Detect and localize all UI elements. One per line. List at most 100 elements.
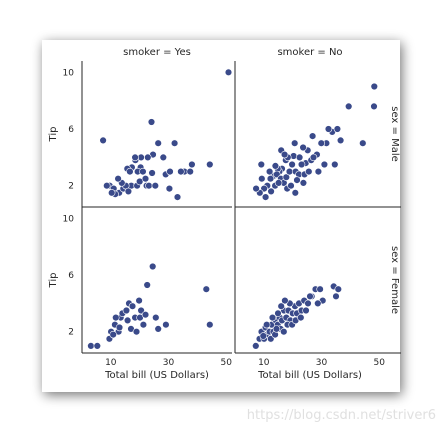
panel-r0-c1: smoker = No sex = Male [234, 47, 401, 208]
scatter-point [295, 153, 304, 162]
x-tick-label: 10 [105, 358, 117, 368]
scatter-point [126, 167, 134, 176]
scatter-point [309, 153, 318, 162]
scatter-point [288, 160, 296, 169]
scatter-point [359, 139, 367, 147]
scatter-point [287, 182, 295, 190]
scatter-point [308, 132, 317, 140]
scatter-point [112, 313, 120, 322]
x-tick-label: 10 [258, 358, 270, 368]
scatter-point [122, 306, 131, 315]
scatter-point [271, 162, 280, 170]
scatter-point [332, 292, 340, 300]
scatter-point [87, 342, 95, 350]
scatter-point [274, 179, 283, 187]
scatter-point [123, 316, 132, 325]
x-axis-label: Total bill (US Dollars) [104, 370, 209, 381]
scatter-point [128, 302, 137, 310]
scatter-point [149, 262, 157, 271]
y-axis-label: Tip [48, 273, 59, 289]
column-title: smoker = No [277, 47, 342, 58]
y-tick-label: 2 [68, 182, 74, 192]
x-tick-label: 50 [220, 358, 232, 368]
y-tick-label: 6 [68, 125, 74, 135]
scatter-point [109, 330, 117, 339]
scatter-point [258, 175, 266, 183]
scatter-point [147, 118, 156, 126]
scatter-point [345, 102, 353, 111]
x-axis-label: Total bill (US Dollars) [257, 370, 362, 381]
scatter-point [162, 321, 170, 329]
scatter-point [299, 179, 308, 187]
scatter-point [224, 68, 233, 77]
scatter-point [154, 325, 162, 333]
scatter-point [114, 175, 122, 183]
watermark: https://blog.csdn.net/striver6 [247, 408, 436, 423]
scatter-point [252, 342, 260, 350]
scatter-point [141, 311, 150, 319]
scatter-point [293, 176, 301, 184]
scatter-point [320, 160, 329, 169]
scatter-point [297, 160, 306, 169]
scatter-point [306, 292, 314, 300]
scatter-point [267, 187, 275, 196]
scatter-point [132, 328, 141, 336]
scatter-point [139, 321, 148, 329]
scatter-point [154, 139, 162, 147]
scatter-point [297, 313, 305, 322]
scatter-point [263, 321, 271, 329]
scatter-point [252, 184, 260, 193]
scatter-point [291, 139, 299, 147]
scatter-point [281, 296, 289, 305]
row-title: sex = Male [389, 106, 400, 162]
scatter-point [302, 306, 310, 315]
scatter-point [145, 182, 153, 190]
scatter-point [370, 82, 378, 91]
scatter-point [177, 167, 185, 176]
scatter-point [314, 299, 322, 308]
y-tick-label: 10 [63, 214, 75, 224]
scatter-point [261, 193, 270, 201]
scatter-point [265, 167, 274, 176]
scatter-point [277, 302, 285, 310]
scatter-point [334, 285, 342, 293]
scatter-point [285, 167, 294, 176]
scatter-point [331, 160, 339, 169]
scatter-point [336, 136, 345, 145]
column-title: smoker = Yes [123, 47, 191, 58]
scatter-point [115, 323, 124, 332]
scatter-point [314, 167, 323, 176]
figure-card [42, 40, 400, 392]
scatter-point [151, 182, 160, 190]
scatter-point [280, 150, 289, 159]
y-axis-label: Tip [48, 127, 59, 143]
scatter-point [141, 175, 150, 183]
scatter-point [159, 153, 168, 162]
scatter-point [93, 342, 102, 350]
scatter-point [259, 332, 267, 340]
scatter-point [280, 328, 288, 336]
scatter-point [144, 153, 152, 162]
scatter-point [165, 184, 174, 193]
scatter-point [274, 309, 282, 317]
scatter-point [324, 125, 333, 133]
scatter-point [202, 285, 211, 293]
scatter-point [282, 173, 290, 181]
scatter-point [103, 182, 111, 190]
scatter-point [188, 160, 196, 169]
scatter-point [370, 102, 378, 111]
y-tick-label: 2 [68, 328, 74, 338]
scatter-point [166, 167, 174, 176]
scatter-point [291, 189, 299, 197]
scatter-point [304, 299, 312, 308]
scatter-point [139, 167, 147, 176]
scatter-point [186, 167, 194, 176]
scatter-point [266, 175, 275, 183]
scatter-point [124, 187, 133, 196]
y-tick-label: 6 [68, 271, 74, 281]
scatter-point [299, 143, 307, 152]
scatter-point [143, 281, 151, 289]
x-tick-label: 50 [373, 358, 385, 368]
scatter-point [333, 125, 342, 133]
